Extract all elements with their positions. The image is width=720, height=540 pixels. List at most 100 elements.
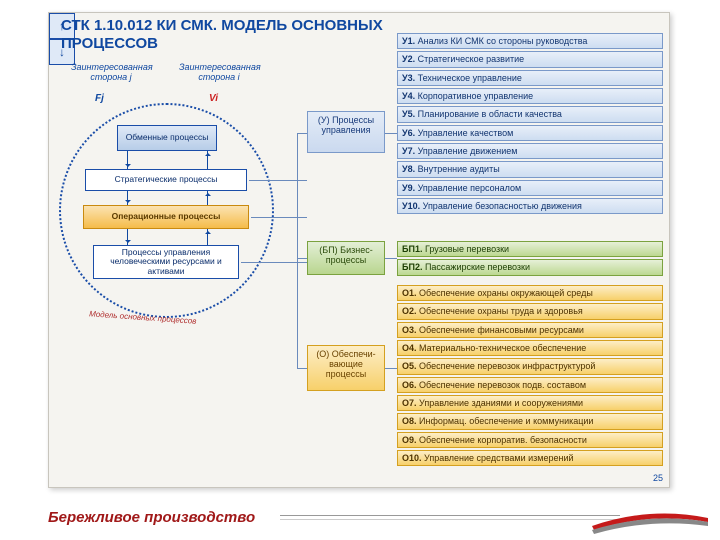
u-item: У1. Анализ КИ СМК со стороны руководства — [397, 33, 663, 49]
o-item: О10. Управление средствами измерений — [397, 450, 663, 466]
item-code: БП1. — [402, 244, 425, 254]
connector — [297, 368, 307, 369]
item-text: Техническое управление — [418, 73, 522, 83]
o-process-list: О1. Обеспечение охраны окружающей средыО… — [397, 285, 663, 468]
u-item: У10. Управление безопасностью движения — [397, 198, 663, 214]
category-u-box: (У) Процессы управления — [307, 111, 385, 153]
item-text: Обеспечение перевозок инфраструктурой — [419, 361, 595, 371]
u-item: У5. Планирование в области качества — [397, 106, 663, 122]
item-code: У7. — [402, 146, 418, 156]
bp-item: БП1. Грузовые перевозки — [397, 241, 663, 257]
item-code: О7. — [402, 398, 419, 408]
item-code: О4. — [402, 343, 419, 353]
item-code: У3. — [402, 73, 418, 83]
bp-process-list: БП1. Грузовые перевозкиБП2. Пассажирские… — [397, 241, 663, 278]
o-item: О7. Управление зданиями и сооружениями — [397, 395, 663, 411]
connector — [127, 229, 128, 245]
item-code: О5. — [402, 361, 419, 371]
item-text: Информац. обеспечение и коммуникации — [419, 416, 593, 426]
connector — [297, 258, 307, 259]
strategic-processes-box: Стратегические процессы — [85, 169, 247, 191]
connector — [207, 229, 208, 245]
connector — [251, 217, 307, 218]
category-bp-box: (БП) Бизнес-процессы — [307, 241, 385, 275]
item-text: Корпоративное управление — [418, 91, 534, 101]
u-item: У2. Стратегическое развитие — [397, 51, 663, 67]
item-code: О1. — [402, 288, 419, 298]
o-item: О5. Обеспечение перевозок инфраструктуро… — [397, 358, 663, 374]
exchange-processes-box: Обменные процессы — [117, 125, 217, 151]
connector — [127, 151, 128, 169]
fj-label: Fj — [95, 93, 104, 104]
logo-swoosh-icon — [590, 504, 710, 534]
diagram-slide: СТК 1.10.012 КИ СМК. МОДЕЛЬ ОСНОВНЫХ ПРО… — [48, 12, 670, 488]
connector — [297, 133, 298, 368]
item-text: Обеспечение охраны труда и здоровья — [419, 306, 583, 316]
item-text: Материально-техническое обеспечение — [419, 343, 586, 353]
item-code: О6. — [402, 380, 419, 390]
item-text: Стратегическое развитие — [418, 54, 525, 64]
connector — [207, 191, 208, 205]
slide-title: СТК 1.10.012 КИ СМК. МОДЕЛЬ ОСНОВНЫХ ПРО… — [61, 17, 411, 53]
u-item: У3. Техническое управление — [397, 70, 663, 86]
footer-title: Бережливое производство — [48, 509, 255, 526]
footer-divider — [280, 519, 620, 520]
item-text: Обеспечение охраны окружающей среды — [419, 288, 593, 298]
item-text: Планирование в области качества — [418, 109, 562, 119]
item-text: Обеспечение корпоратив. безопасности — [419, 435, 587, 445]
item-text: Обеспечение финансовыми ресурсами — [419, 325, 584, 335]
item-code: О9. — [402, 435, 419, 445]
resource-processes-box: Процессы управления человеческими ресурс… — [93, 245, 239, 279]
category-o-box: (О) Обеспечи-вающие процессы — [307, 345, 385, 391]
item-code: У8. — [402, 164, 418, 174]
item-code: БП2. — [402, 262, 425, 272]
item-text: Управление движением — [418, 146, 518, 156]
item-code: У4. — [402, 91, 418, 101]
o-item: О6. Обеспечение перевозок подв. составом — [397, 377, 663, 393]
connector — [207, 151, 208, 169]
u-process-list: У1. Анализ КИ СМК со стороны руководства… — [397, 33, 663, 216]
connector — [249, 180, 307, 181]
stakeholder-j-label: Заинтересованная сторона j — [71, 63, 151, 83]
connector — [127, 191, 128, 205]
footer-divider — [280, 515, 620, 516]
connector — [297, 133, 307, 134]
o-item: О8. Информац. обеспечение и коммуникации — [397, 413, 663, 429]
item-code: О2. — [402, 306, 419, 316]
page-number: 25 — [653, 473, 663, 483]
o-item: О2. Обеспечение охраны труда и здоровья — [397, 303, 663, 319]
bp-item: БП2. Пассажирские перевозки — [397, 259, 663, 275]
u-item: У7. Управление движением — [397, 143, 663, 159]
item-text: Управление качеством — [418, 128, 514, 138]
item-code: У5. — [402, 109, 418, 119]
item-text: Управление зданиями и сооружениями — [419, 398, 583, 408]
operational-processes-box: Операционные процессы — [83, 205, 249, 229]
u-item: У6. Управление качеством — [397, 125, 663, 141]
item-code: О10. — [402, 453, 424, 463]
item-text: Пассажирские перевозки — [425, 262, 530, 272]
connector — [385, 133, 397, 134]
o-item: О4. Материально-техническое обеспечение — [397, 340, 663, 356]
item-code: О8. — [402, 416, 419, 426]
item-code: У10. — [402, 201, 423, 211]
o-item: О9. Обеспечение корпоратив. безопасности — [397, 432, 663, 448]
u-item: У4. Корпоративное управление — [397, 88, 663, 104]
connector — [385, 368, 397, 369]
item-code: У6. — [402, 128, 418, 138]
item-text: Обеспечение перевозок подв. составом — [419, 380, 586, 390]
o-item: О1. Обеспечение охраны окружающей среды — [397, 285, 663, 301]
item-text: Управление персоналом — [418, 183, 522, 193]
item-text: Внутренние аудиты — [418, 164, 500, 174]
stakeholder-i-label: Заинтересованная сторона i — [179, 63, 259, 83]
u-item: У9. Управление персоналом — [397, 180, 663, 196]
item-code: О3. — [402, 325, 419, 335]
o-item: О3. Обеспечение финансовыми ресурсами — [397, 322, 663, 338]
item-code: У1. — [402, 36, 418, 46]
vi-label: Vi — [209, 93, 218, 104]
item-code: У2. — [402, 54, 418, 64]
item-text: Грузовые перевозки — [425, 244, 509, 254]
item-text: Управление безопасностью движения — [423, 201, 582, 211]
connector — [385, 258, 397, 259]
item-code: У9. — [402, 183, 418, 193]
item-text: Анализ КИ СМК со стороны руководства — [418, 36, 588, 46]
